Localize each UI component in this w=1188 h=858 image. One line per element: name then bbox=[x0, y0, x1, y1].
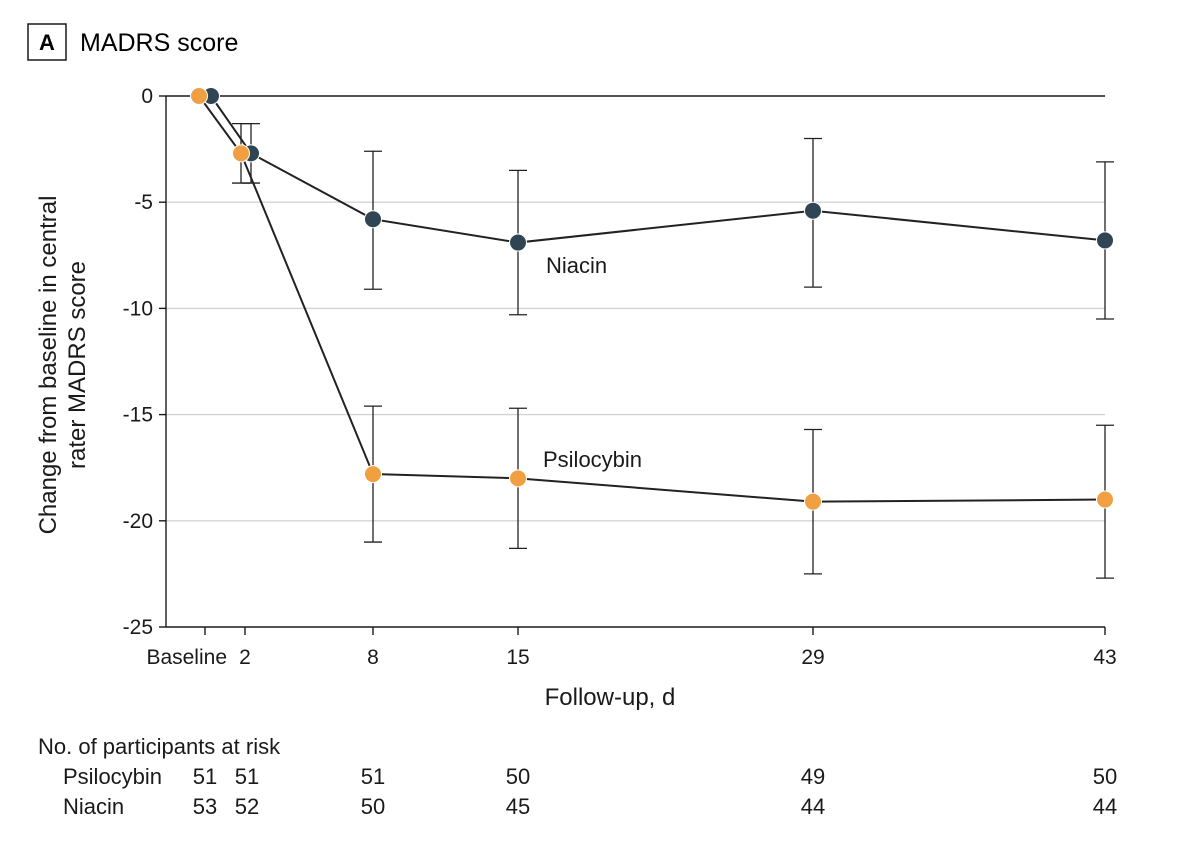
point-psilocybin-1 bbox=[232, 144, 250, 163]
point-niacin-4 bbox=[804, 201, 822, 220]
risk-value-niacin-0: 53 bbox=[193, 794, 217, 819]
risk-value-niacin-1: 52 bbox=[235, 794, 259, 819]
y-tick-label-0: 0 bbox=[141, 85, 153, 108]
point-niacin-5 bbox=[1096, 231, 1114, 250]
point-psilocybin-0 bbox=[190, 87, 208, 105]
point-psilocybin-3 bbox=[509, 469, 527, 488]
y-tick-label-1: -5 bbox=[134, 191, 153, 214]
y-tick-label-3: -15 bbox=[123, 404, 153, 427]
x-tick-label-5: 43 bbox=[1093, 646, 1116, 669]
data-series bbox=[190, 87, 1114, 579]
risk-value-psilocybin-4: 49 bbox=[801, 764, 825, 789]
y-tick-label-2: -10 bbox=[123, 297, 153, 320]
point-psilocybin-4 bbox=[804, 492, 822, 511]
risk-value-niacin-2: 50 bbox=[361, 794, 385, 819]
gridlines bbox=[166, 95, 1105, 522]
risk-table: No. of participants at risk Psilocybin N… bbox=[38, 734, 1117, 819]
risk-table-values: 51 51 51 50 49 50 53 52 50 45 44 44 bbox=[193, 764, 1117, 819]
risk-value-psilocybin-3: 50 bbox=[506, 764, 530, 789]
y-axis-label: Change from baseline in central rater MA… bbox=[35, 196, 91, 535]
panel-title: MADRS score bbox=[80, 29, 238, 57]
series-label-psilocybin: Psilocybin bbox=[543, 447, 642, 472]
risk-table-title: No. of participants at risk bbox=[38, 734, 281, 759]
x-tick-label-3: 15 bbox=[506, 646, 529, 669]
x-tick-label-4: 29 bbox=[801, 646, 824, 669]
y-axis-label-line-1: Change from baseline in central bbox=[35, 196, 62, 535]
panel-letter-box bbox=[27, 23, 67, 61]
x-tick-label-2: 8 bbox=[367, 646, 379, 669]
point-niacin-2 bbox=[364, 210, 382, 229]
series-label-niacin: Niacin bbox=[546, 253, 607, 278]
risk-value-psilocybin-0: 51 bbox=[193, 764, 217, 789]
y-tick-label-4: -20 bbox=[123, 510, 153, 533]
x-axis-label: Follow-up, d bbox=[545, 684, 676, 711]
risk-value-psilocybin-1: 51 bbox=[235, 764, 259, 789]
risk-value-niacin-3: 45 bbox=[506, 794, 530, 819]
x-tick-label-0: Baseline bbox=[146, 646, 227, 669]
series-line-psilocybin bbox=[198, 95, 1106, 503]
x-tick-label-1: 2 bbox=[239, 646, 251, 669]
y-tick-label-5: -25 bbox=[123, 616, 153, 639]
point-psilocybin-2 bbox=[364, 465, 382, 484]
risk-value-psilocybin-2: 51 bbox=[361, 764, 385, 789]
series-line-niacin bbox=[210, 95, 1106, 244]
y-axis-label-line-2: rater MADRS score bbox=[64, 261, 91, 469]
point-psilocybin-5 bbox=[1096, 490, 1114, 509]
axes: 0 -5 -10 -15 -20 -25 Baseline 2 8 15 29 43 bbox=[123, 85, 1117, 669]
risk-value-psilocybin-5: 50 bbox=[1093, 764, 1117, 789]
risk-row-label-psilocybin: Psilocybin bbox=[63, 764, 162, 789]
risk-value-niacin-4: 44 bbox=[801, 794, 825, 819]
risk-value-niacin-5: 44 bbox=[1093, 794, 1117, 819]
risk-row-label-niacin: Niacin bbox=[63, 794, 124, 819]
point-niacin-3 bbox=[509, 233, 527, 252]
panel-letter: A bbox=[39, 30, 55, 55]
